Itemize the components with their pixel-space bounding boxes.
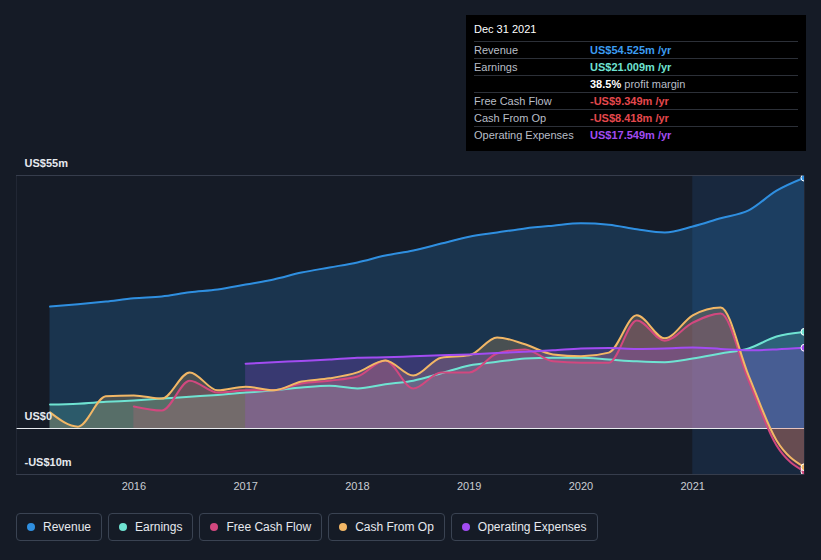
html-text:Revenue: Revenue [43,520,91,534]
html-text:Cash From Op: Cash From Op [474,112,547,124]
svg-text:2016: 2016 [122,480,146,492]
svg-text:2021: 2021 [680,480,704,492]
svg-text:US$55m: US$55m [25,157,69,169]
svg-text:2020: 2020 [569,480,593,492]
html-text:Free Cash Flow: Free Cash Flow [474,95,552,107]
svg-text:2017: 2017 [233,480,257,492]
html-text:Earnings: Earnings [474,61,518,73]
html-text:US$54.525m /yr: US$54.525m /yr [590,44,672,56]
svg-text:2018: 2018 [345,480,369,492]
html-text:-US$8.418m /yr: -US$8.418m /yr [590,112,669,124]
svg-text:-US$10m: -US$10m [25,456,72,468]
html-text:US$21.009m /yr: US$21.009m /yr [590,61,672,73]
html-text:Cash From Op: Cash From Op [355,520,434,534]
svg-text:2019: 2019 [457,480,481,492]
html-text:Operating Expenses: Operating Expenses [474,129,574,141]
html-text:38.5% profit margin: 38.5% profit margin [590,78,686,90]
html-text:Operating Expenses: Operating Expenses [477,520,587,534]
html-text:Revenue: Revenue [474,44,518,56]
svg-text:US$0: US$0 [25,410,53,422]
html-text:US$17.549m /yr: US$17.549m /yr [590,129,672,141]
html-text:Dec 31 2021: Dec 31 2021 [474,23,537,35]
html-text:Earnings: Earnings [135,520,183,534]
html-text:Free Cash Flow: Free Cash Flow [226,520,312,534]
html-text:-US$9.349m /yr: -US$9.349m /yr [590,95,669,107]
